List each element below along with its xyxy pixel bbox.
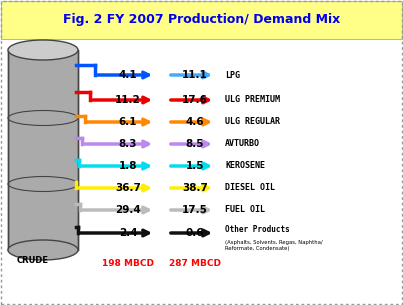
Text: 17.6: 17.6	[182, 95, 208, 105]
Text: 287 MBCD: 287 MBCD	[169, 259, 221, 267]
Text: 36.7: 36.7	[115, 183, 141, 193]
Text: 4.1: 4.1	[119, 70, 137, 80]
Text: LPG: LPG	[225, 70, 240, 80]
Ellipse shape	[8, 240, 78, 260]
Text: (Asphalts, Solvents, Regas, Naphtha/
Reformate, Condensate): (Asphalts, Solvents, Regas, Naphtha/ Ref…	[225, 240, 323, 251]
Text: 4.6: 4.6	[186, 117, 204, 127]
Text: 0.6: 0.6	[186, 228, 204, 238]
Text: KEROSENE: KEROSENE	[225, 162, 265, 170]
Text: 8.5: 8.5	[186, 139, 204, 149]
Text: FUEL OIL: FUEL OIL	[225, 206, 265, 214]
Text: ULG PREMIUM: ULG PREMIUM	[225, 95, 280, 105]
Bar	[8, 50, 78, 250]
Text: 29.4: 29.4	[115, 205, 141, 215]
Text: 11.2: 11.2	[115, 95, 141, 105]
Text: AVTURBO: AVTURBO	[225, 139, 260, 149]
Text: CRUDE: CRUDE	[17, 256, 49, 265]
Text: 11.1: 11.1	[182, 70, 208, 80]
Text: DIESEL OIL: DIESEL OIL	[225, 184, 275, 192]
Text: ULG REGULAR: ULG REGULAR	[225, 117, 280, 127]
Text: 17.5: 17.5	[182, 205, 208, 215]
Text: Other Products: Other Products	[225, 224, 290, 234]
Text: Fig. 2 FY 2007 Production/ Demand Mix: Fig. 2 FY 2007 Production/ Demand Mix	[63, 13, 341, 27]
Text: 38.7: 38.7	[182, 183, 208, 193]
Bar	[1, 1, 402, 39]
Text: 1.5: 1.5	[186, 161, 204, 171]
Text: 6.1: 6.1	[119, 117, 137, 127]
Ellipse shape	[8, 40, 78, 60]
Text: 8.3: 8.3	[119, 139, 137, 149]
Text: 1.8: 1.8	[119, 161, 137, 171]
Text: 198 MBCD: 198 MBCD	[102, 259, 154, 267]
Text: 2.4: 2.4	[119, 228, 137, 238]
